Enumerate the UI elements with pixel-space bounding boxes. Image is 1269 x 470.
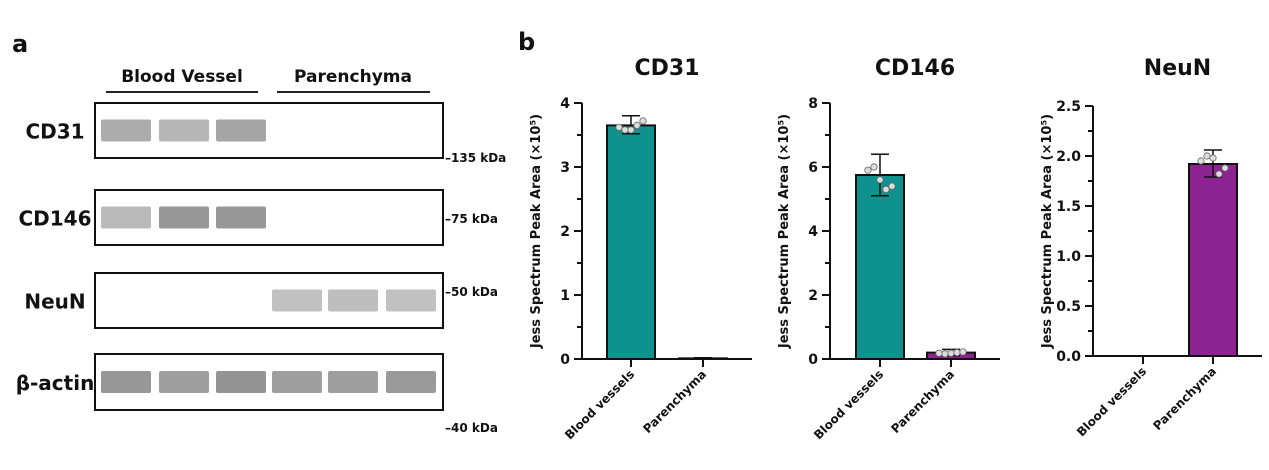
data-point — [870, 163, 878, 171]
data-point — [1209, 154, 1217, 162]
marker-label: –50 kDa — [445, 285, 498, 299]
data-point — [633, 121, 641, 130]
blot-band — [386, 371, 436, 393]
data-point — [876, 176, 884, 184]
data-point — [1203, 152, 1211, 160]
blot-band — [101, 371, 151, 393]
data-point — [959, 348, 967, 356]
x-tick-label: Blood vessels — [562, 367, 637, 442]
y-tick-label: 2 — [808, 288, 818, 304]
chart-title: CD31 — [634, 56, 699, 81]
blot-band — [272, 289, 322, 312]
y-tick-label: 0.5 — [1056, 299, 1081, 315]
blot-band — [101, 119, 151, 142]
data-point — [615, 123, 623, 131]
data-point — [627, 126, 635, 134]
y-tick-label: 8 — [808, 96, 818, 112]
y-tick-label: 0.0 — [1056, 349, 1081, 365]
blot-row-label: NeuN — [24, 290, 85, 314]
y-tick-label: 6 — [808, 160, 818, 176]
data-point — [1215, 170, 1223, 178]
x-tick-label: Blood vessels — [811, 367, 886, 442]
blot-row-label: β-actin — [16, 371, 95, 395]
group-label-parenchyma: Parenchyma — [294, 67, 412, 87]
blot-row-label: CD146 — [18, 207, 91, 231]
blot-row: NeuN –50 kDa — [24, 272, 498, 329]
western-blot: CD31 –135 kDa CD146 –75 kDa NeuN –50 kDa β-act… — [16, 102, 506, 435]
data-point — [941, 350, 949, 358]
blot-band — [216, 119, 266, 142]
blot-band — [159, 206, 209, 229]
y-tick-label: 1.5 — [1056, 199, 1081, 215]
blot-band — [386, 289, 436, 312]
blot-row: CD31 –135 kDa — [25, 102, 506, 165]
panel-a-letter: a — [12, 30, 28, 58]
blot-box — [94, 272, 444, 329]
blot-band — [328, 371, 378, 393]
chart-cd31: CD31 Jess Spectrum Peak Area (×10⁵) 0 1 2 3 4 B… — [529, 56, 752, 442]
blot-row: CD146 –75 kDa — [18, 189, 498, 246]
x-tick-label: Parenchyma — [888, 367, 957, 436]
blot-band — [159, 119, 209, 142]
y-axis-label: Jess Spectrum Peak Area (×10⁵) — [777, 114, 792, 349]
y-tick-label: 2 — [560, 224, 570, 240]
blot-row: β-actin –40 kDa — [16, 353, 498, 435]
y-tick-label: 3 — [560, 160, 570, 176]
bar — [606, 124, 656, 361]
y-tick-label: 2.5 — [1056, 99, 1081, 115]
data-point — [882, 185, 890, 193]
marker-label: –135 kDa — [445, 151, 506, 165]
bar-charts: CD31 Jess Spectrum Peak Area (×10⁵) 0 1 2 3 4 B… — [529, 56, 1262, 442]
x-tick-label: Blood vessels — [1074, 364, 1149, 439]
bar — [1188, 163, 1238, 357]
data-point — [935, 349, 943, 357]
group-label-blood-vessel: Blood Vessel — [121, 67, 243, 87]
y-tick-label: 4 — [808, 224, 818, 240]
data-point — [888, 182, 896, 190]
marker-label: –40 kDa — [445, 421, 498, 435]
y-tick-label: 4 — [560, 96, 570, 112]
blot-band — [159, 371, 209, 393]
y-tick-label: 1.0 — [1056, 249, 1081, 265]
y-tick-label: 2.0 — [1056, 149, 1081, 165]
blot-box — [94, 102, 444, 159]
y-axis-label: Jess Spectrum Peak Area (×10⁵) — [529, 114, 544, 349]
blot-band — [101, 206, 151, 229]
data-point — [1197, 157, 1205, 165]
data-point — [1221, 164, 1229, 172]
blot-box — [94, 189, 444, 246]
y-tick-label: 0 — [560, 352, 570, 368]
blot-box — [94, 353, 444, 411]
blot-band — [272, 371, 322, 393]
blot-band — [216, 371, 266, 393]
chart-title: NeuN — [1144, 56, 1211, 81]
data-point — [864, 166, 872, 174]
bar — [855, 174, 905, 360]
chart-cd146: CD146 Jess Spectrum Peak Area (×10⁵) 0 2 4 6 8… — [777, 56, 1000, 442]
data-point — [953, 348, 961, 357]
x-tick-label: Parenchyma — [640, 367, 709, 436]
data-point — [947, 349, 955, 357]
panel-b-letter: b — [518, 28, 535, 56]
y-tick-label: 0 — [808, 352, 818, 368]
blot-band — [216, 206, 266, 229]
y-axis-label: Jess Spectrum Peak Area (×10⁵) — [1040, 114, 1055, 349]
chart-neun: NeuN Jess Spectrum Peak Area (×10⁵)0.0 0.5… — [1040, 56, 1262, 439]
y-tick-label: 1 — [560, 288, 570, 304]
marker-label: –75 kDa — [445, 212, 498, 226]
chart-title: CD146 — [875, 56, 955, 81]
blot-row-label: CD31 — [25, 120, 84, 144]
data-point — [639, 117, 647, 125]
blot-band — [328, 289, 378, 312]
data-point — [621, 126, 629, 134]
x-tick-label: Parenchyma — [1150, 364, 1219, 433]
